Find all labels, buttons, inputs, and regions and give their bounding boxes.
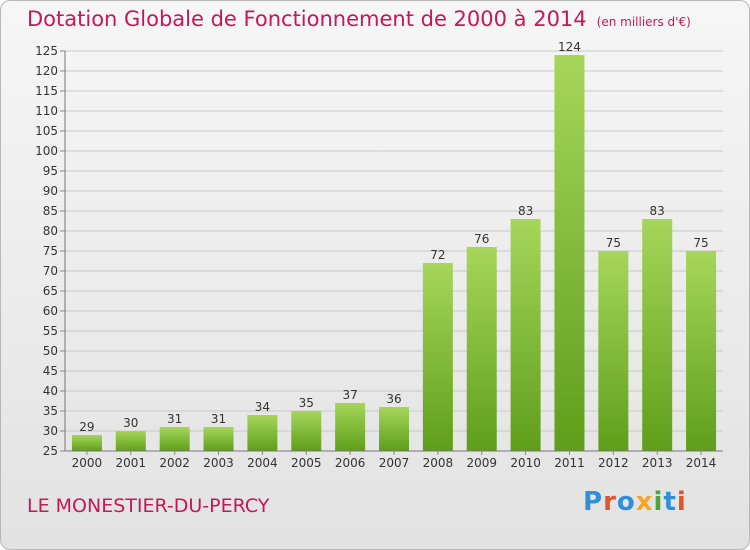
logo-letter: P [583,487,604,517]
x-tick-label: 2012 [598,456,629,470]
y-tick-label: 55 [43,324,58,338]
logo-letter: i [676,487,687,517]
bar-value-label: 34 [255,400,270,414]
bar-2001 [115,431,146,451]
x-tick-label: 2010 [510,456,541,470]
bar-value-label: 29 [79,420,94,434]
y-tick-label: 110 [35,104,58,118]
x-tick-label: 2005 [291,456,322,470]
y-tick-label: 35 [43,404,58,418]
y-tick-label: 70 [43,264,58,278]
y-tick-label: 95 [43,164,58,178]
y-tick-label: 60 [43,304,58,318]
bar-2005 [291,411,322,451]
x-tick-label: 2000 [72,456,103,470]
y-tick-label: 125 [35,44,58,58]
bar-2011 [554,55,585,451]
bar-2006 [335,403,366,451]
logo-letter: i [653,487,664,517]
chart-subtitle: (en milliers d'€) [596,15,691,29]
bar-2012 [598,251,629,451]
x-tick-label: 2002 [159,456,190,470]
bar-2007 [379,407,409,451]
bar-value-label: 72 [430,248,445,262]
y-tick-label: 120 [35,64,58,78]
x-tick-label: 2006 [335,456,366,470]
y-tick-label: 115 [35,84,58,98]
chart-title-text: Dotation Globale de Fonctionnement de 20… [27,7,587,31]
commune-name: LE MONESTIER-DU-PERCY [27,495,270,517]
y-tick-label: 100 [35,144,58,158]
logo-letter: x [635,487,654,517]
bar-2014 [686,251,717,451]
y-tick-label: 50 [43,344,58,358]
bar-value-label: 31 [167,412,182,426]
y-tick-label: 65 [43,284,58,298]
bar-2008 [422,263,453,451]
bar-2002 [159,427,190,451]
bar-value-label: 76 [474,232,489,246]
y-tick-label: 30 [43,424,58,438]
bar-value-label: 83 [650,204,665,218]
bar-value-label: 30 [123,416,138,430]
bar-value-label: 83 [518,204,533,218]
y-tick-label: 40 [43,384,58,398]
x-tick-label: 2004 [247,456,278,470]
y-tick-label: 25 [43,444,58,458]
bar-value-label: 35 [299,396,314,410]
bar-2009 [466,247,497,451]
bar-value-label: 37 [342,388,357,402]
x-tick-label: 2013 [642,456,673,470]
x-tick-label: 2003 [203,456,234,470]
bar-value-label: 75 [693,236,708,250]
bar-2003 [203,427,234,451]
bar-2010 [510,219,541,451]
x-tick-label: 2007 [379,456,410,470]
y-tick-label: 80 [43,224,58,238]
chart-title: Dotation Globale de Fonctionnement de 20… [27,7,691,31]
x-tick-label: 2001 [116,456,147,470]
bar-value-label: 36 [386,392,401,406]
y-tick-label: 45 [43,364,58,378]
logo-letter: o [616,487,636,517]
y-tick-label: 105 [35,124,58,138]
x-tick-label: 2009 [466,456,497,470]
y-tick-label: 90 [43,184,58,198]
x-tick-label: 2014 [686,456,717,470]
logo-letter: r [603,487,617,517]
bar-2004 [247,415,278,451]
logo-letter: t [663,487,677,517]
bar-value-label: 31 [211,412,226,426]
bar-value-label: 75 [606,236,621,250]
y-tick-label: 85 [43,204,58,218]
x-tick-label: 2011 [554,456,585,470]
bar-2013 [642,219,673,451]
x-tick-label: 2008 [423,456,454,470]
y-tick-label: 75 [43,244,58,258]
bar-value-label: 124 [558,40,581,54]
bar-2000 [71,435,102,451]
proxiti-logo: Proxiti [583,487,687,517]
